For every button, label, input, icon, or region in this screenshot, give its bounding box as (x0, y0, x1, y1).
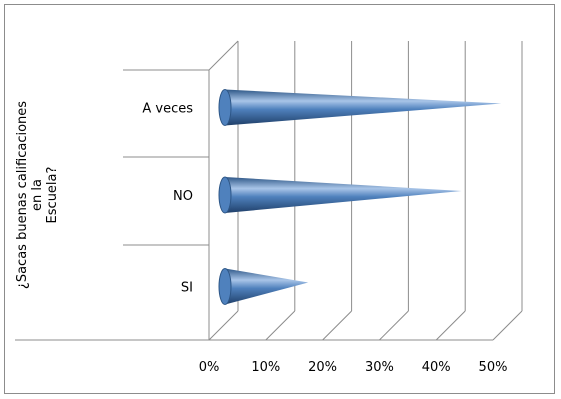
x-tick-label-0: 0% (199, 360, 220, 375)
x-tick-label-3: 30% (365, 360, 394, 375)
bar-cone-base-a-veces (218, 89, 232, 126)
bar-cone-base-si (218, 268, 232, 305)
bar-cone-a-veces (225, 89, 502, 126)
x-tick-label-5: 50% (479, 360, 508, 375)
y-axis-title-line-2: en la (30, 179, 45, 211)
floor-line-0 (208, 310, 239, 341)
floor-line-4 (435, 310, 466, 341)
floor-line-1 (265, 310, 296, 341)
y-axis-title: ¿Sacas buenas calificaciones en la Escue… (15, 101, 60, 289)
x-tick-label-4: 40% (422, 360, 451, 375)
bar-cone-si (225, 268, 309, 305)
bar-cone-no (225, 177, 462, 213)
chart-frame: SI NO A veces 0% 10% 20% 30% 40% 50% ¿Sacas bue… (4, 4, 555, 394)
x-tick-label-1: 10% (251, 360, 280, 375)
chart-plot-area: SI NO A veces 0% 10% 20% 30% 40% 50% (15, 40, 523, 375)
floor-line-3 (379, 310, 409, 341)
x-tick-label-2: 20% (308, 360, 337, 375)
category-label-a-veces: A veces (142, 102, 193, 117)
y-axis-title-line-1: ¿Sacas buenas calificaciones (15, 100, 30, 290)
axis-wall-top (208, 40, 239, 71)
y-axis-title-line-3: Escuela? (45, 166, 60, 224)
bar-cone-base-no (218, 176, 232, 214)
floor-line-5 (492, 310, 523, 341)
category-label-no: NO (173, 189, 193, 204)
floor-line-2 (322, 310, 352, 341)
category-label-si: SI (181, 281, 193, 296)
